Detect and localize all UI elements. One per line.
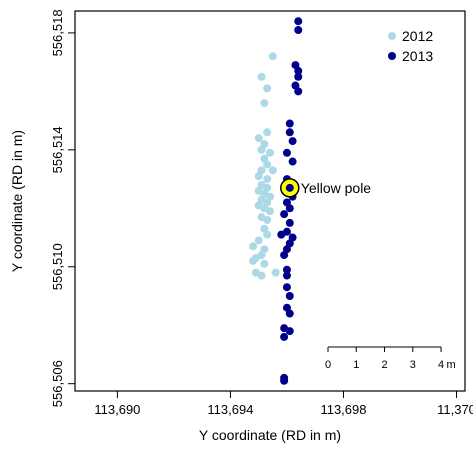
data-point [294, 17, 303, 26]
data-point [282, 271, 291, 280]
scale-bar-unit: m [446, 359, 455, 371]
y-axis-label: Y coordinate (RD in m) [9, 130, 25, 272]
yellow-pole-center-point [285, 183, 294, 192]
data-point [263, 160, 272, 169]
y-tick-label: 556,510 [50, 243, 65, 290]
data-point [268, 166, 277, 175]
data-point [257, 72, 266, 81]
data-point [280, 332, 289, 341]
data-point [294, 66, 303, 75]
x-tick-label: 11,370 [437, 402, 473, 417]
data-point [263, 84, 272, 93]
plot-frame [74, 10, 466, 392]
data-point [285, 292, 294, 300]
data-point [280, 251, 289, 260]
x-axis-label: Y coordinate (RD in m) [199, 427, 341, 443]
data-point [254, 172, 263, 181]
data-point [260, 99, 269, 108]
x-tick-label: 113,694 [207, 402, 253, 417]
data-point [288, 157, 297, 166]
scale-bar-tick-label: 0 [325, 359, 331, 371]
x-axis: 113,690 113,694 113,698 11,370 [94, 391, 473, 417]
data-point [266, 207, 274, 216]
scale-bar-tick-label: 4 [438, 359, 444, 371]
legend-label-2012: 2012 [402, 28, 433, 44]
data-point [263, 216, 272, 224]
data-point [285, 309, 294, 318]
data-point [282, 283, 291, 292]
x-tick-label: 113,690 [94, 402, 140, 417]
data-point [263, 128, 272, 137]
yellow-pole-label: Yellow pole [301, 180, 372, 196]
series-2012 [249, 52, 280, 280]
yellow-pole-annotation: Yellow pole [280, 178, 372, 198]
scale-bar-tick-label: 3 [410, 359, 416, 371]
y-axis: 556,506 556,510 556,514 556,518 [50, 9, 75, 407]
series-2013 [277, 17, 303, 385]
data-point [268, 52, 277, 61]
y-tick-label: 556,518 [50, 9, 65, 56]
data-point [254, 134, 263, 143]
y-tick-label: 556,506 [50, 360, 65, 407]
data-point [280, 376, 289, 385]
data-point [280, 210, 289, 219]
data-points [249, 17, 303, 385]
data-point [282, 148, 291, 157]
data-point [288, 137, 297, 146]
data-point [257, 145, 266, 154]
data-point [294, 72, 303, 81]
scale-bar-tick-label: 1 [353, 359, 359, 371]
data-point [249, 256, 258, 265]
scale-bar-tick-label: 2 [381, 359, 387, 371]
data-point [294, 87, 303, 96]
data-point [285, 327, 294, 336]
data-point [249, 242, 258, 251]
data-point [277, 230, 286, 239]
legend: 2012 2013 [388, 28, 433, 64]
data-point [271, 268, 280, 277]
legend-marker-2013 [388, 52, 396, 60]
data-point [254, 236, 263, 245]
data-point [285, 119, 294, 128]
data-point [282, 265, 291, 274]
data-point [285, 204, 294, 213]
data-point [263, 175, 272, 184]
data-point [257, 271, 266, 280]
data-point [260, 259, 269, 268]
x-tick-label: 113,698 [320, 402, 366, 417]
data-point [285, 128, 294, 137]
data-point [285, 218, 294, 227]
legend-marker-2012 [388, 32, 396, 40]
legend-label-2013: 2013 [402, 48, 433, 64]
data-point [263, 230, 272, 239]
data-point [294, 26, 303, 34]
y-tick-label: 556,514 [50, 126, 65, 173]
data-point [266, 148, 274, 157]
